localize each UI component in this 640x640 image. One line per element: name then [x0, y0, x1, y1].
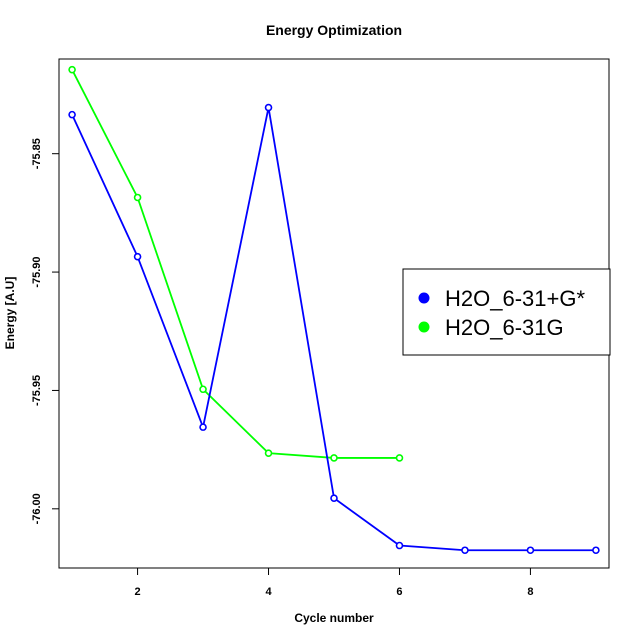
series-2-point — [264, 449, 273, 457]
x-tick-label: 8 — [527, 586, 533, 598]
y-tick-label: -75.85 — [31, 138, 43, 169]
y-axis: -75.85 -75.90 -75.95 -76.00 — [31, 138, 59, 524]
series-1-point — [264, 103, 273, 112]
x-axis: 2 4 6 8 — [135, 568, 533, 598]
legend-marker-series-1 — [418, 292, 430, 304]
series-1-point — [133, 252, 142, 261]
series-2-point — [199, 385, 207, 394]
series-1-point — [199, 423, 207, 431]
series-1-point — [526, 546, 535, 555]
series-2-point — [395, 454, 404, 462]
series-2-point — [330, 454, 338, 462]
series-layer — [68, 65, 600, 555]
series-1-point — [68, 110, 76, 119]
y-tick-label: -76.00 — [31, 493, 43, 524]
legend: H2O_6-31+G* H2O_6-31G — [402, 268, 611, 356]
series-2-point — [133, 193, 142, 202]
series-line-2 — [71, 69, 400, 459]
x-tick-label: 2 — [135, 586, 141, 598]
chart-title: Energy Optimization — [266, 22, 402, 38]
legend-box — [402, 268, 611, 356]
series-1-point — [330, 494, 338, 502]
series-1-point — [395, 541, 404, 550]
series-1-point — [461, 546, 469, 555]
legend-label-series-2: H2O_6-31G — [445, 315, 564, 340]
y-tick-label: -75.95 — [31, 375, 43, 406]
legend-label-series-1: H2O_6-31+G* — [445, 286, 585, 311]
x-tick-label: 6 — [396, 586, 402, 598]
y-axis-label: Energy [A.U] — [3, 277, 17, 350]
x-tick-label: 4 — [265, 586, 272, 598]
y-tick-label: -75.90 — [31, 256, 43, 287]
series-2-point — [68, 65, 76, 74]
x-axis-label: Cycle number — [294, 611, 374, 625]
series-1-point — [592, 546, 600, 555]
legend-marker-series-2 — [418, 321, 430, 333]
